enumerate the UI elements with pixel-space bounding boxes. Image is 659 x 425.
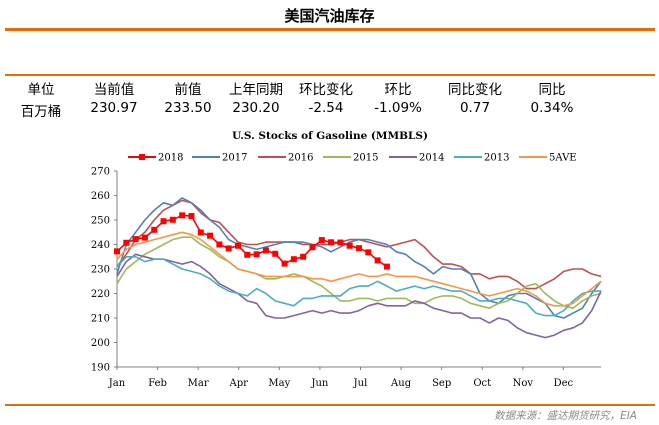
series-point-2018 [216, 241, 223, 248]
stats-header-row: 单位 当前值 前值 上年同期 环比变化 环比 同比变化 同比 [0, 78, 659, 100]
series-line-2017 [116, 197, 602, 319]
series-point-2018 [253, 251, 260, 258]
stats-header-wow-change: 环比变化 [299, 82, 353, 98]
series-point-2018 [337, 239, 344, 246]
y-tick-label: 200 [91, 338, 110, 349]
series-point-2018 [374, 257, 381, 264]
legend-label-2015: 2015 [353, 153, 378, 164]
y-tick-label: 260 [91, 191, 110, 202]
series-point-2018 [262, 247, 269, 254]
series-point-2018 [151, 226, 158, 233]
series-point-2018 [132, 236, 139, 243]
series-point-2018 [169, 216, 176, 223]
stats-divider [5, 74, 655, 76]
legend-marker [139, 154, 145, 160]
y-tick-label: 250 [91, 216, 110, 227]
page-title: 美国汽油库存 [284, 7, 375, 25]
stats-value-last-year: 230.20 [232, 100, 280, 116]
series-point-2018 [141, 234, 148, 241]
series-point-2018 [383, 263, 390, 270]
chart-legend: 2018 2017 2016 2015 2014 2013 5AVE [128, 153, 577, 164]
series-point-2018 [300, 253, 307, 260]
series-point-2018 [197, 229, 204, 236]
stats-value-yoy-change: 0.77 [459, 100, 491, 116]
series-point-2018 [281, 260, 288, 267]
x-tick-label: Jun [310, 378, 328, 389]
series-point-2018 [346, 242, 353, 249]
series-point-2018 [179, 212, 186, 219]
x-tick-label: Nov [513, 378, 534, 389]
series-point-2018 [318, 237, 325, 244]
stats-value-current: 230.97 [90, 100, 138, 116]
x-tick-label: Oct [473, 378, 491, 389]
y-tick-label: 270 [91, 167, 110, 178]
stats-header-yoy-change: 同比变化 [448, 82, 502, 98]
stats-value-row: 百万桶 230.97 233.50 230.20 -2.54 -1.09% 0.… [0, 100, 659, 122]
series-point-2018 [328, 239, 335, 246]
legend-label-2013: 2013 [484, 153, 509, 164]
y-tick-label: 190 [91, 363, 110, 374]
stats-header-current: 当前值 [93, 82, 135, 98]
series-line-5ave [116, 231, 602, 307]
stats-header-previous: 前值 [174, 82, 202, 98]
x-tick-label: Mar [188, 378, 209, 389]
chart-title: U.S. Stocks of Gasoline (MMBLS) [232, 130, 428, 142]
series-point-2018 [160, 218, 167, 225]
series-point-2018 [272, 250, 279, 257]
y-axis: 190 200 210 220 230 240 250 260 270 [91, 167, 118, 374]
x-tick-label: Dec [554, 378, 574, 389]
stats-value-yoy-pct: 0.34% [530, 100, 574, 116]
title-divider [5, 28, 655, 31]
x-tick-label: Apr [229, 378, 249, 389]
x-tick-label: Feb [148, 378, 167, 389]
stats-header-yoy-pct: 同比 [538, 82, 566, 98]
series-point-2018 [244, 251, 251, 258]
stats-header-unit: 单位 [27, 82, 55, 98]
y-tick-label: 230 [91, 265, 110, 276]
legend-label-2017: 2017 [222, 153, 247, 164]
stats-header-last-year: 上年同期 [229, 82, 283, 98]
series-line-2015 [116, 236, 602, 310]
series-point-2018 [114, 248, 120, 255]
series-point-2018 [309, 244, 316, 251]
x-tick-label: Aug [390, 378, 412, 389]
stats-value-wow-pct: -1.09% [374, 100, 422, 116]
legend-label-2014: 2014 [419, 153, 444, 164]
series-point-2018 [207, 232, 214, 239]
series-point-2018 [123, 239, 130, 246]
series-line-2014 [116, 253, 602, 339]
series-point-2018 [188, 213, 195, 220]
y-tick-label: 210 [91, 314, 110, 325]
series-line-2013 [116, 255, 601, 317]
x-axis: Jan Feb Mar Apr May Jun Jul Aug Sep Oct Nov Dec [108, 366, 601, 389]
x-tick-label: May [268, 378, 290, 389]
series-point-2018 [365, 249, 372, 256]
series-point-2018 [290, 256, 297, 263]
data-source: 数据来源：盛达期货研究，EIA [494, 410, 637, 422]
y-tick-label: 220 [91, 289, 110, 300]
series-point-2018 [225, 245, 232, 252]
stats-table: 单位 当前值 前值 上年同期 环比变化 环比 同比变化 同比 百万桶 230.9… [0, 78, 659, 122]
y-tick-label: 240 [91, 240, 110, 251]
stats-value-wow-change: -2.54 [308, 100, 344, 116]
chart-series [114, 197, 602, 339]
x-tick-label: Sep [432, 378, 451, 389]
legend-label-2016: 2016 [288, 153, 313, 164]
legend-label-2018: 2018 [158, 153, 183, 164]
series-point-2018 [356, 245, 362, 252]
stats-value-unit: 百万桶 [20, 104, 62, 120]
footer-divider [5, 404, 655, 406]
stats-header-wow-pct: 环比 [384, 82, 412, 98]
x-tick-label: Jan [108, 378, 126, 389]
series-point-2018 [235, 242, 241, 249]
x-tick-label: Jul [353, 378, 368, 389]
stats-value-previous: 233.50 [164, 100, 212, 116]
legend-label-5ave: 5AVE [549, 153, 577, 164]
